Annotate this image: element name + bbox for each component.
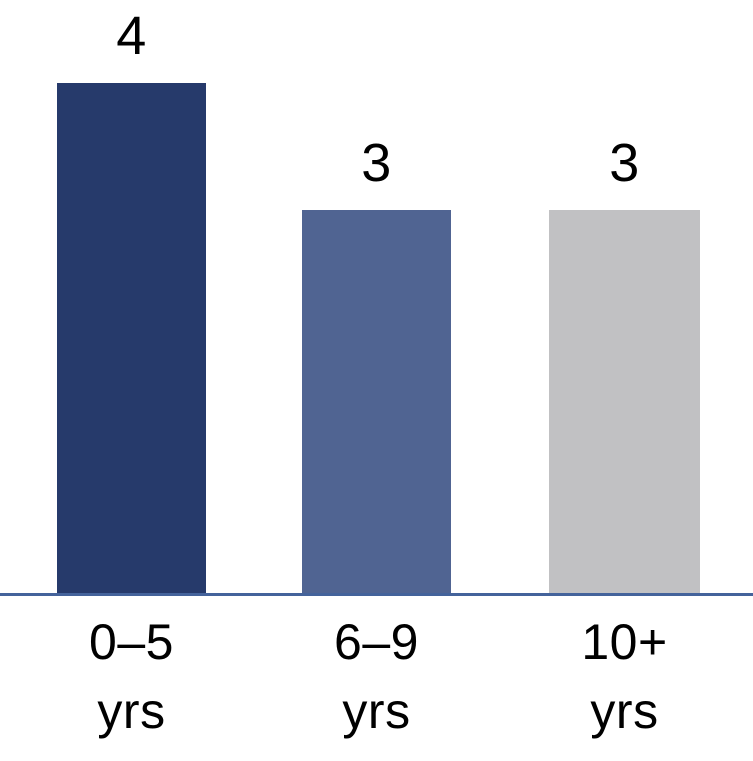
bar-group-6-9-yrs: 3 — [302, 0, 451, 593]
bar-value-label: 3 — [609, 133, 640, 193]
tick-range-text: 6–9 — [334, 614, 419, 670]
plot-area: 4 3 3 — [57, 0, 700, 593]
bar-group-10-plus-yrs: 3 — [549, 0, 700, 593]
bar-group-0-5-yrs: 4 — [57, 0, 206, 593]
tick-unit-text: yrs — [590, 683, 659, 739]
tick-unit-text: yrs — [97, 683, 166, 739]
tick-range-text: 10+ — [581, 614, 668, 670]
x-tick-label-0-5-yrs: 0–5 yrs — [57, 608, 206, 746]
tick-unit-text: yrs — [342, 683, 411, 739]
tick-range-text: 0–5 — [89, 614, 174, 670]
bar-value-label: 3 — [361, 133, 392, 193]
x-tick-label-6-9-yrs: 6–9 yrs — [302, 608, 451, 746]
bar-6-9-yrs — [302, 210, 451, 593]
bar-0-5-yrs — [57, 83, 206, 593]
bar-10-plus-yrs — [549, 210, 700, 593]
x-axis-line — [0, 593, 753, 596]
x-tick-label-10-plus-yrs: 10+ yrs — [549, 608, 700, 746]
bar-value-label: 4 — [116, 6, 147, 66]
x-axis-tick-labels: 0–5 yrs 6–9 yrs 10+ yrs — [0, 608, 753, 761]
